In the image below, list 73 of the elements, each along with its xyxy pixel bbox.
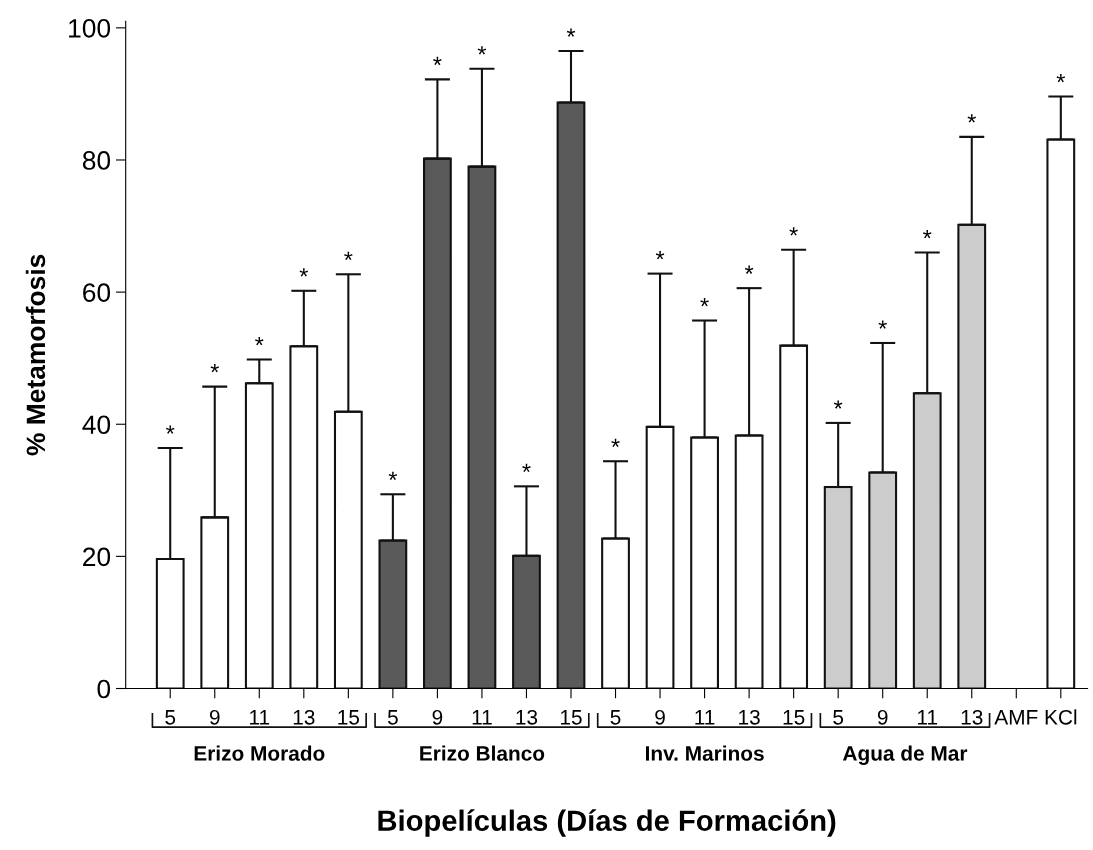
x-tick-label: 9	[655, 709, 665, 725]
annotation: *	[655, 251, 665, 260]
bar	[779, 344, 809, 689]
x-tick-label: 13	[516, 709, 538, 725]
bar	[378, 539, 408, 689]
x-tick-label: 5	[165, 710, 176, 725]
y-tick-label: 100	[69, 18, 111, 38]
text: Inv. Marinos	[645, 745, 764, 761]
annotation: *	[878, 320, 887, 329]
x-tick-label: 13	[961, 709, 983, 725]
bar	[868, 471, 898, 689]
y-axis-title: % Metamorfosis	[25, 254, 46, 456]
annotation: *	[344, 251, 353, 261]
annotation: *	[166, 425, 175, 434]
bar	[333, 410, 363, 689]
annotation: *	[255, 336, 264, 346]
annotation: *	[833, 400, 843, 409]
bar	[601, 537, 630, 689]
bar	[690, 436, 719, 689]
x-tick-label: 11	[695, 710, 715, 725]
annotation: *	[566, 28, 576, 37]
annotation: *	[967, 114, 976, 123]
annotation: *	[700, 297, 709, 307]
annotation: *	[388, 471, 398, 481]
x-tick-label: 13	[293, 709, 315, 725]
bar	[556, 101, 586, 689]
text: Erizo Blanco	[420, 745, 545, 761]
x-tick-label: 5	[833, 710, 844, 725]
bar	[289, 345, 319, 689]
x-tick-label: 15	[338, 710, 360, 725]
annotation: *	[433, 56, 442, 66]
bar	[1046, 138, 1076, 689]
annotation: *	[477, 46, 487, 55]
annotation: *	[744, 265, 754, 274]
bar	[155, 557, 185, 689]
x-axis-title: Biopelículas (Días de Formación)	[378, 809, 836, 837]
x-tick-label: 5	[387, 710, 398, 725]
annotation: *	[1056, 74, 1066, 83]
bar	[244, 382, 274, 689]
text: Erizo Morado	[194, 745, 325, 761]
x-tick-label: 9	[209, 709, 220, 725]
y-tick-label: 60	[83, 283, 111, 302]
x-tick-label: 9	[432, 709, 443, 725]
x-tick-label: 11	[250, 710, 270, 725]
x-tick-label: 15	[783, 710, 805, 725]
x-tick-label: 11	[918, 710, 938, 725]
bar	[957, 223, 987, 689]
y-tick-label: 20	[83, 547, 111, 567]
y-tick-label: 0	[97, 679, 111, 699]
x-tick-label: 9	[877, 709, 888, 725]
text: Agua de Mar	[842, 745, 968, 765]
bar	[645, 425, 675, 689]
x-tick-label: 15	[560, 710, 582, 725]
x-tick-label: KCl	[1045, 709, 1077, 725]
x-tick-label: AMF	[994, 710, 1038, 725]
bar	[823, 485, 853, 689]
bar	[734, 434, 764, 689]
bar	[912, 392, 942, 689]
bar	[200, 516, 230, 689]
x-tick-label: 5	[610, 710, 621, 725]
bar	[423, 157, 452, 689]
bar	[512, 554, 541, 689]
x-tick-label: 11	[472, 710, 492, 725]
annotation: *	[923, 229, 932, 239]
bar	[467, 165, 497, 689]
annotation: *	[299, 268, 309, 277]
annotation: *	[522, 463, 531, 473]
annotation: *	[789, 227, 798, 236]
annotation: *	[210, 364, 219, 373]
annotation: *	[611, 438, 620, 447]
y-tick-label: 80	[82, 151, 111, 170]
y-tick-label: 40	[82, 415, 111, 435]
x-tick-label: 13	[739, 709, 760, 725]
